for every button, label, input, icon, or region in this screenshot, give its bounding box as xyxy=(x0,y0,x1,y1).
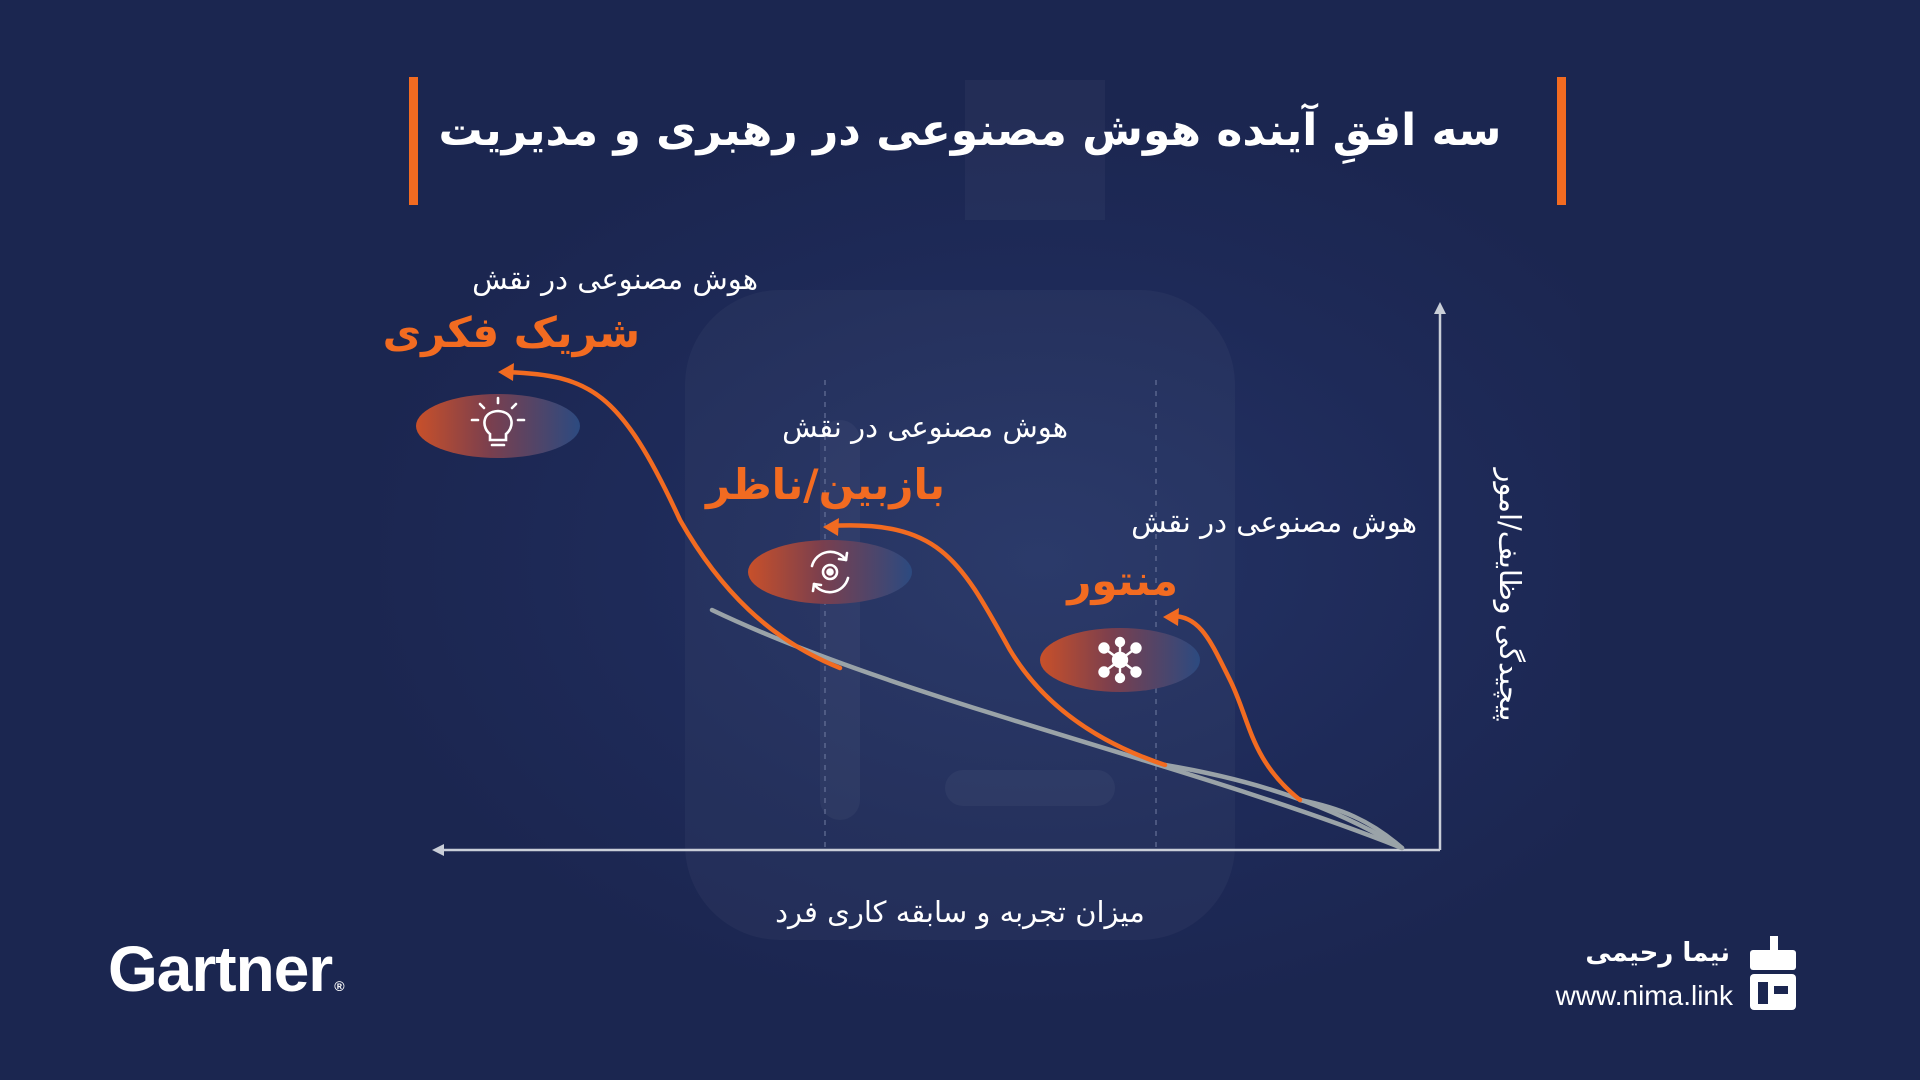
bubble-thought-partner xyxy=(416,394,580,458)
role-caption-reviewer: هوش مصنوعی در نقش xyxy=(782,410,1068,444)
title-accent-bar-right xyxy=(1557,77,1566,205)
bubble-mentor xyxy=(1040,628,1200,692)
curve-orange-reviewer xyxy=(827,523,1168,768)
author-website-link[interactable]: www.nima.link xyxy=(1555,980,1733,1011)
arrowhead-reviewer xyxy=(823,518,839,536)
role-name-reviewer: بازبین/ناظر xyxy=(706,460,945,509)
network-icon xyxy=(1098,636,1142,684)
lightbulb-icon xyxy=(470,396,526,447)
x-axis-label: میزان تجربه و سابقه کاری فرد xyxy=(775,895,1145,929)
author-name: نیما رحیمی xyxy=(1585,938,1730,968)
bubble-reviewer xyxy=(748,540,912,604)
gartner-logo: Gartner ® xyxy=(108,933,345,1005)
page-title: سه افقِ آینده هوش مصنوعی در رهبری و مدیر… xyxy=(438,105,1502,156)
arrowhead-mentor xyxy=(1163,608,1179,626)
curve-orange-thought-partner xyxy=(502,369,843,671)
curve-gray-2 xyxy=(1162,762,1405,851)
y-axis-arrow xyxy=(1434,302,1446,314)
role-name-thought-partner: شریک فکری xyxy=(382,308,640,357)
curve-gray-3 xyxy=(1297,797,1405,851)
role-caption-thought-partner: هوش مصنوعی در نقش xyxy=(472,262,758,296)
brand-logo-icon xyxy=(1750,936,1796,1010)
x-axis-arrow xyxy=(432,844,444,856)
role-caption-mentor: هوش مصنوعی در نقش xyxy=(1131,505,1417,539)
role-name-mentor: منتور xyxy=(1067,556,1178,605)
gear-refresh-icon xyxy=(810,550,850,594)
y-axis-label: پیچیدگی وظایف/امور xyxy=(1493,468,1527,722)
title-accent-bar-left xyxy=(409,77,418,205)
arrowhead-thought-partner xyxy=(498,363,514,381)
curve-orange-mentor xyxy=(1167,613,1303,803)
